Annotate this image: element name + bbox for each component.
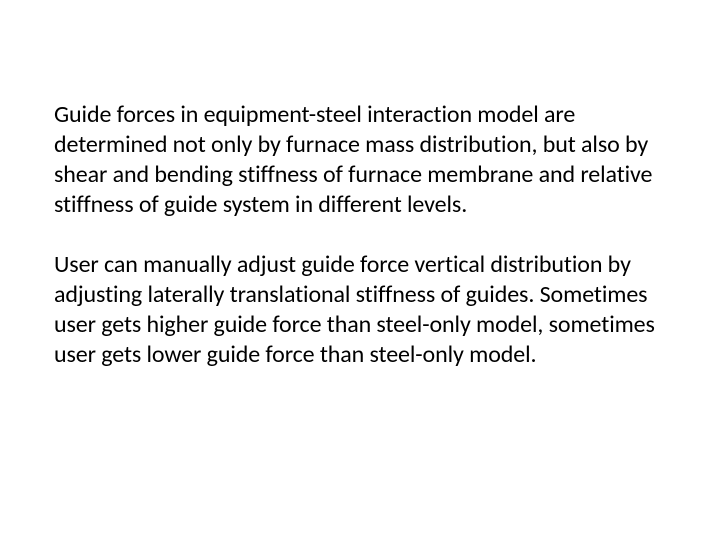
paragraph-2: User can manually adjust guide force ver… <box>54 250 666 370</box>
slide-content: Guide forces in equipment-steel interact… <box>54 100 666 370</box>
paragraph-1: Guide forces in equipment-steel interact… <box>54 100 666 220</box>
paragraph-gap <box>54 220 666 250</box>
